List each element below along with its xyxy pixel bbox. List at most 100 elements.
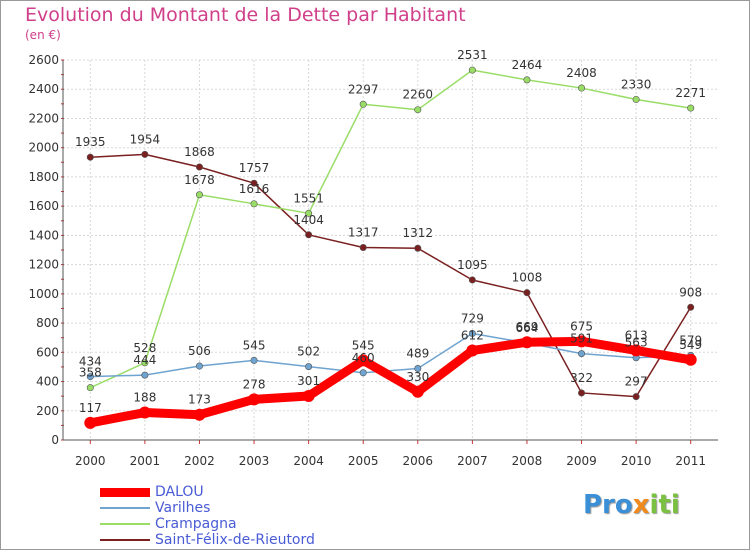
- data-point: [359, 244, 367, 252]
- data-point: [523, 76, 531, 84]
- data-label: 322: [570, 371, 593, 385]
- data-label: 669: [516, 320, 539, 334]
- data-label: 502: [297, 345, 320, 359]
- data-label: 278: [243, 377, 266, 391]
- logo-part-pro: Pro: [583, 490, 633, 520]
- data-point: [632, 95, 640, 103]
- proxiti-logo: Proxiti: [583, 490, 680, 520]
- chart-title: Evolution du Montant de la Dette par Hab…: [25, 4, 466, 26]
- data-point: [414, 244, 422, 252]
- x-tick-label: 2010: [621, 454, 652, 468]
- legend-label: DALOU: [155, 484, 204, 500]
- legend-item: Crampagna: [100, 516, 360, 532]
- data-label: 549: [679, 338, 702, 352]
- y-tick-label: 1600: [28, 199, 59, 213]
- data-point: [357, 354, 370, 367]
- legend-swatch: [100, 539, 150, 541]
- y-tick-label: 400: [36, 375, 59, 389]
- data-label: 579: [679, 333, 702, 347]
- data-label: 1757: [239, 161, 270, 175]
- data-label: 664: [516, 321, 539, 335]
- data-label: 729: [461, 311, 484, 325]
- data-point: [305, 231, 313, 239]
- data-label: 675: [570, 319, 593, 333]
- data-label: 330: [406, 370, 429, 384]
- legend-item: DALOU: [100, 484, 360, 500]
- data-point: [138, 406, 151, 419]
- y-tick-label: 1400: [28, 228, 59, 242]
- data-point: [141, 359, 149, 367]
- series-line-DALOU: [85, 336, 696, 428]
- data-point: [248, 393, 261, 406]
- data-label: 613: [625, 328, 648, 342]
- y-tick-label: 0: [51, 433, 59, 447]
- legend-item: Varilhes: [100, 500, 360, 516]
- data-point: [141, 371, 149, 379]
- data-label: 188: [133, 391, 156, 405]
- data-point: [86, 153, 94, 161]
- data-point: [523, 289, 531, 297]
- data-point: [359, 369, 367, 377]
- plot-area: [63, 60, 718, 440]
- data-point: [305, 209, 313, 217]
- data-label: 173: [188, 393, 211, 407]
- data-label: 444: [133, 353, 156, 367]
- x-tick-label: 2000: [75, 454, 106, 468]
- data-label: 1678: [184, 173, 215, 187]
- data-label: 301: [297, 374, 320, 388]
- data-label: 908: [679, 285, 702, 299]
- legend-swatch: [100, 507, 150, 509]
- data-label: 506: [188, 344, 211, 358]
- x-tick-label: 2006: [403, 454, 434, 468]
- data-label: 358: [79, 366, 102, 380]
- data-label: 528: [133, 341, 156, 355]
- data-point: [687, 303, 695, 311]
- data-point: [632, 393, 640, 401]
- x-tick-label: 2011: [675, 454, 706, 468]
- data-label: 1008: [512, 271, 543, 285]
- data-label: 2531: [457, 48, 488, 62]
- legend-swatch: [100, 523, 150, 525]
- y-tick-label: 2600: [28, 53, 59, 67]
- data-label: 1954: [130, 132, 161, 146]
- data-point: [302, 390, 315, 403]
- data-point: [630, 344, 643, 357]
- legend-label: Saint-Félix-de-Rieutord: [155, 532, 315, 548]
- data-point: [250, 356, 258, 364]
- data-point: [687, 104, 695, 112]
- y-tick-label: 1000: [28, 287, 59, 301]
- data-label: 2260: [403, 88, 434, 102]
- data-label: 2464: [512, 58, 543, 72]
- data-point: [195, 362, 203, 370]
- data-label: 1317: [348, 226, 379, 240]
- x-tick-label: 2004: [293, 454, 324, 468]
- data-point: [684, 353, 697, 366]
- data-label: 460: [352, 351, 375, 365]
- data-point: [575, 335, 588, 348]
- y-tick-label: 2000: [28, 141, 59, 155]
- data-label: 1404: [293, 213, 324, 227]
- data-label: 2330: [621, 77, 652, 91]
- data-label: 1616: [239, 182, 270, 196]
- x-tick-label: 2007: [457, 454, 488, 468]
- x-tick-label: 2003: [239, 454, 270, 468]
- data-label: 545: [243, 338, 266, 352]
- data-label: 1868: [184, 145, 215, 159]
- x-tick-label: 2005: [348, 454, 379, 468]
- series-line-Varilhes: [89, 332, 692, 378]
- y-tick-label: 800: [36, 316, 59, 330]
- logo-part-iti: iti: [649, 490, 680, 520]
- data-label: 563: [625, 336, 648, 350]
- x-tick-label: 2001: [130, 454, 161, 468]
- legend-swatch: [100, 487, 150, 497]
- data-point: [193, 408, 206, 421]
- data-point: [195, 191, 203, 199]
- logo-part-x: x: [632, 490, 650, 520]
- data-point: [468, 329, 476, 337]
- data-label: 1935: [75, 135, 106, 149]
- data-point: [250, 200, 258, 208]
- data-label: 591: [570, 332, 593, 346]
- x-tick-label: 2008: [512, 454, 543, 468]
- data-label: 1312: [403, 226, 434, 240]
